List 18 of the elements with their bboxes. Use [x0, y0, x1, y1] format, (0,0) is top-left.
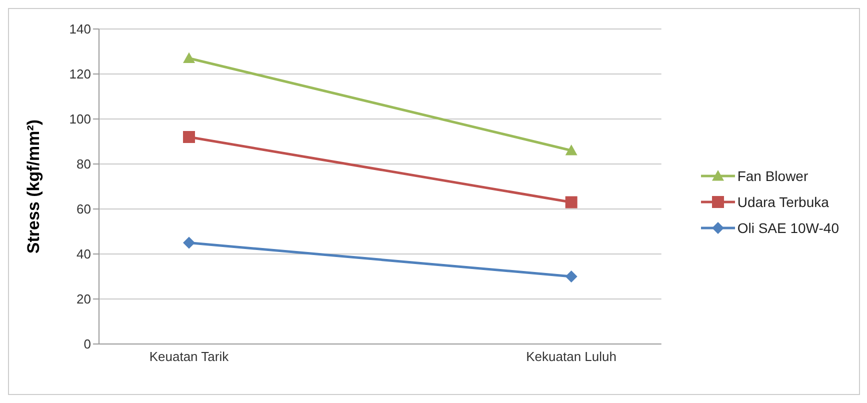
point — [183, 236, 195, 249]
point — [565, 196, 578, 208]
x-tick-label: Kekuatan Luluh — [526, 349, 617, 364]
y-tick-label: 0 — [84, 336, 91, 352]
point — [183, 131, 195, 143]
point — [565, 270, 578, 282]
y-axis-title: Stress (kgf/mm²) — [24, 119, 43, 254]
y-tick-label: 140 — [69, 22, 91, 37]
legend-label: Fan Blower — [737, 166, 808, 186]
legend-label: Udara Terbuka — [737, 192, 829, 212]
y-tick-label: 100 — [69, 112, 91, 127]
y-tick-label: 60 — [76, 202, 91, 217]
x-tick-label: Keuatan Tarik — [149, 349, 230, 364]
legend-label: Oli SAE 10W-40 — [737, 218, 839, 238]
y-tick-label: 40 — [76, 246, 91, 262]
y-tick-label: 80 — [76, 156, 91, 172]
y-tick-label: 120 — [69, 66, 91, 82]
y-tick-label: 20 — [76, 292, 91, 307]
